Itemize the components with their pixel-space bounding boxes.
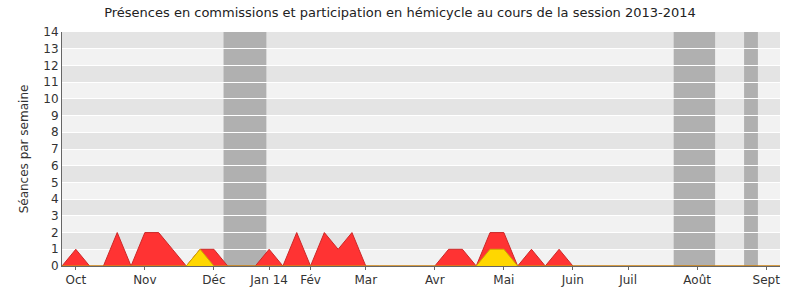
svg-text:Fév: Fév xyxy=(300,273,321,287)
svg-text:Oct: Oct xyxy=(65,273,86,287)
svg-text:3: 3 xyxy=(51,209,59,223)
svg-text:0: 0 xyxy=(51,259,59,273)
svg-text:9: 9 xyxy=(51,109,59,123)
svg-text:Séances par semaine: Séances par semaine xyxy=(17,85,31,214)
svg-text:8: 8 xyxy=(51,125,59,139)
svg-text:Août: Août xyxy=(683,273,711,287)
svg-text:Déc: Déc xyxy=(202,273,225,287)
svg-text:Jan 14: Jan 14 xyxy=(249,273,288,287)
svg-text:1: 1 xyxy=(51,242,59,256)
svg-text:11: 11 xyxy=(43,75,58,89)
svg-text:Juin: Juin xyxy=(561,273,584,287)
svg-text:Mar: Mar xyxy=(354,273,377,287)
svg-text:4: 4 xyxy=(51,192,59,206)
svg-text:Présences en commissions et pa: Présences en commissions et participatio… xyxy=(104,5,696,20)
svg-text:10: 10 xyxy=(43,92,58,106)
svg-text:14: 14 xyxy=(43,25,58,39)
svg-text:13: 13 xyxy=(43,42,58,56)
svg-text:7: 7 xyxy=(51,142,59,156)
svg-text:6: 6 xyxy=(51,159,59,173)
svg-text:Avr: Avr xyxy=(425,273,445,287)
svg-text:Mai: Mai xyxy=(493,273,514,287)
svg-text:2: 2 xyxy=(51,226,59,240)
svg-text:Sept: Sept xyxy=(753,273,781,287)
svg-text:12: 12 xyxy=(43,59,58,73)
svg-text:Nov: Nov xyxy=(133,273,156,287)
svg-text:Juil: Juil xyxy=(618,273,637,287)
svg-text:5: 5 xyxy=(51,176,59,190)
